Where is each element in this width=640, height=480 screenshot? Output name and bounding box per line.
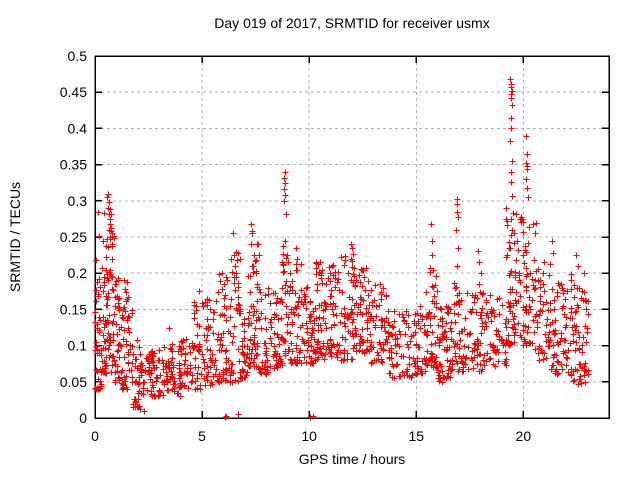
axis-ticks — [94, 55, 609, 419]
y-tick-label: 0.4 — [68, 120, 88, 136]
tick-labels: 0 5 10 15 20 0 0.05 0.1 0.15 0.2 0.25 0.3 0.35 0.4 0.4… — [60, 48, 532, 444]
y-tick-label: 0.3 — [68, 193, 88, 209]
x-tick-label: 0 — [91, 428, 99, 444]
y-tick-label: 0 — [79, 410, 87, 426]
y-tick-label: 0.45 — [60, 84, 87, 100]
x-tick-label: 15 — [408, 428, 424, 444]
y-tick-label: 0.15 — [60, 301, 87, 317]
y-tick-label: 0.35 — [60, 157, 87, 173]
data-points — [92, 76, 592, 421]
scatter-markers — [92, 76, 592, 421]
chart-title: Day 019 of 2017, SRMTID for receiver usm… — [214, 15, 489, 31]
y-axis-label: SRMTID / TECUs — [7, 182, 23, 292]
x-tick-label: 10 — [301, 428, 317, 444]
y-tick-label: 0.2 — [68, 265, 88, 281]
x-tick-label: 20 — [516, 428, 532, 444]
y-tick-label: 0.5 — [68, 48, 88, 64]
x-tick-label: 5 — [198, 428, 206, 444]
y-tick-label: 0.25 — [60, 229, 87, 245]
y-tick-label: 0.1 — [68, 338, 88, 354]
x-axis-label: GPS time / hours — [299, 451, 406, 467]
y-tick-label: 0.05 — [60, 374, 87, 390]
